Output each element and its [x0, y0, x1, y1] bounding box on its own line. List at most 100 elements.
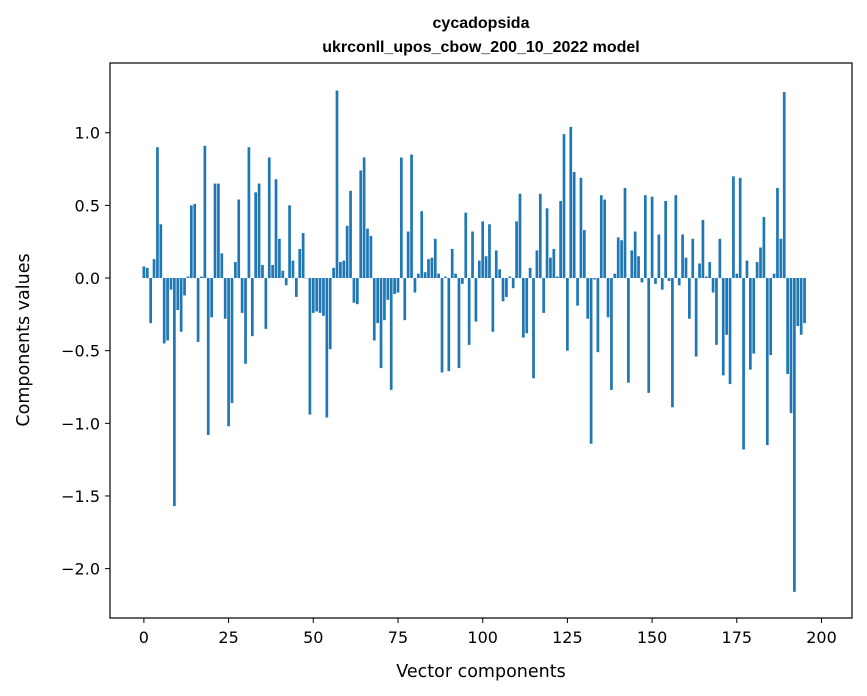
y-tick-label: −2.0 [61, 560, 100, 579]
bar [728, 278, 732, 385]
bar [779, 238, 783, 279]
bar [393, 278, 396, 295]
bar [386, 278, 390, 300]
bar [518, 193, 522, 279]
bar [698, 263, 701, 279]
bar [156, 147, 159, 279]
y-axis-ticks: −2.0 −1.5 −1.0 −0.5 0.0 0.5 1.0 [61, 124, 110, 579]
bar [643, 195, 647, 279]
bar [610, 278, 613, 390]
bar [745, 260, 749, 279]
bar [267, 157, 271, 279]
bar [650, 196, 654, 279]
bar [454, 273, 457, 279]
bar [464, 212, 468, 279]
bar [691, 238, 695, 279]
bar [206, 278, 210, 435]
bar [572, 171, 576, 279]
x-tick-label: 175 [722, 628, 753, 647]
bar [505, 278, 508, 297]
bar [400, 157, 403, 279]
bar [227, 278, 230, 427]
bar [173, 278, 176, 507]
bar [474, 278, 478, 322]
bar [467, 278, 471, 345]
x-tick-label: 50 [303, 628, 323, 647]
x-tick-label: 100 [467, 628, 498, 647]
y-tick-label: 0.5 [75, 196, 100, 215]
bar [782, 92, 786, 279]
bar [772, 273, 776, 279]
bar [718, 238, 722, 279]
chart-subtitle: ukrconll_upos_cbow_200_10_2022 model [322, 39, 639, 56]
bar [257, 183, 261, 279]
bar [491, 278, 495, 332]
bar [444, 276, 447, 279]
bar [366, 228, 369, 279]
bar [762, 217, 766, 279]
bar [552, 248, 556, 279]
bar [596, 278, 600, 353]
bar [586, 278, 590, 319]
bar [274, 179, 278, 279]
chart-title: cycadopsida [433, 15, 530, 32]
bar [281, 270, 285, 279]
bar [145, 267, 149, 279]
bar [437, 273, 440, 279]
bar [362, 157, 366, 279]
bar [471, 231, 474, 279]
bar [450, 248, 454, 279]
bar [200, 276, 203, 279]
bar [765, 278, 769, 446]
bar [339, 262, 342, 279]
bar [291, 260, 295, 279]
bar [528, 267, 532, 279]
bar [515, 221, 518, 279]
bar [566, 278, 569, 351]
bar [603, 199, 607, 279]
y-tick-label: −1.5 [61, 487, 100, 506]
bar [508, 276, 512, 279]
x-tick-label: 150 [637, 628, 668, 647]
bar [735, 273, 739, 279]
bar [162, 278, 166, 344]
bar [623, 187, 627, 279]
bar-series [142, 90, 806, 592]
bar [549, 257, 552, 279]
bar [630, 250, 634, 279]
bar [240, 278, 244, 313]
bar [671, 278, 674, 408]
bar [684, 257, 688, 279]
bar [230, 278, 234, 403]
bar [793, 278, 796, 592]
x-tick-label: 75 [388, 628, 408, 647]
bar [647, 278, 651, 393]
bar [688, 278, 691, 319]
bar [396, 278, 400, 293]
bar [284, 278, 288, 286]
bar [759, 247, 762, 279]
bar [599, 195, 603, 279]
bar [640, 278, 644, 283]
bar [667, 278, 671, 281]
bar [359, 170, 363, 279]
bar [325, 278, 329, 418]
bar [589, 278, 593, 444]
bar [372, 278, 376, 341]
bar [627, 278, 630, 383]
bar [481, 221, 485, 279]
x-tick-label: 0 [139, 628, 149, 647]
bar [213, 183, 217, 279]
bar [742, 278, 745, 450]
bar [288, 205, 291, 279]
bar [803, 278, 806, 324]
bar [430, 257, 434, 279]
bar [708, 262, 712, 279]
bar [335, 90, 339, 279]
bar [511, 278, 515, 289]
bar [318, 278, 322, 313]
bar [620, 240, 623, 279]
bar [271, 264, 274, 279]
bar [301, 232, 305, 279]
